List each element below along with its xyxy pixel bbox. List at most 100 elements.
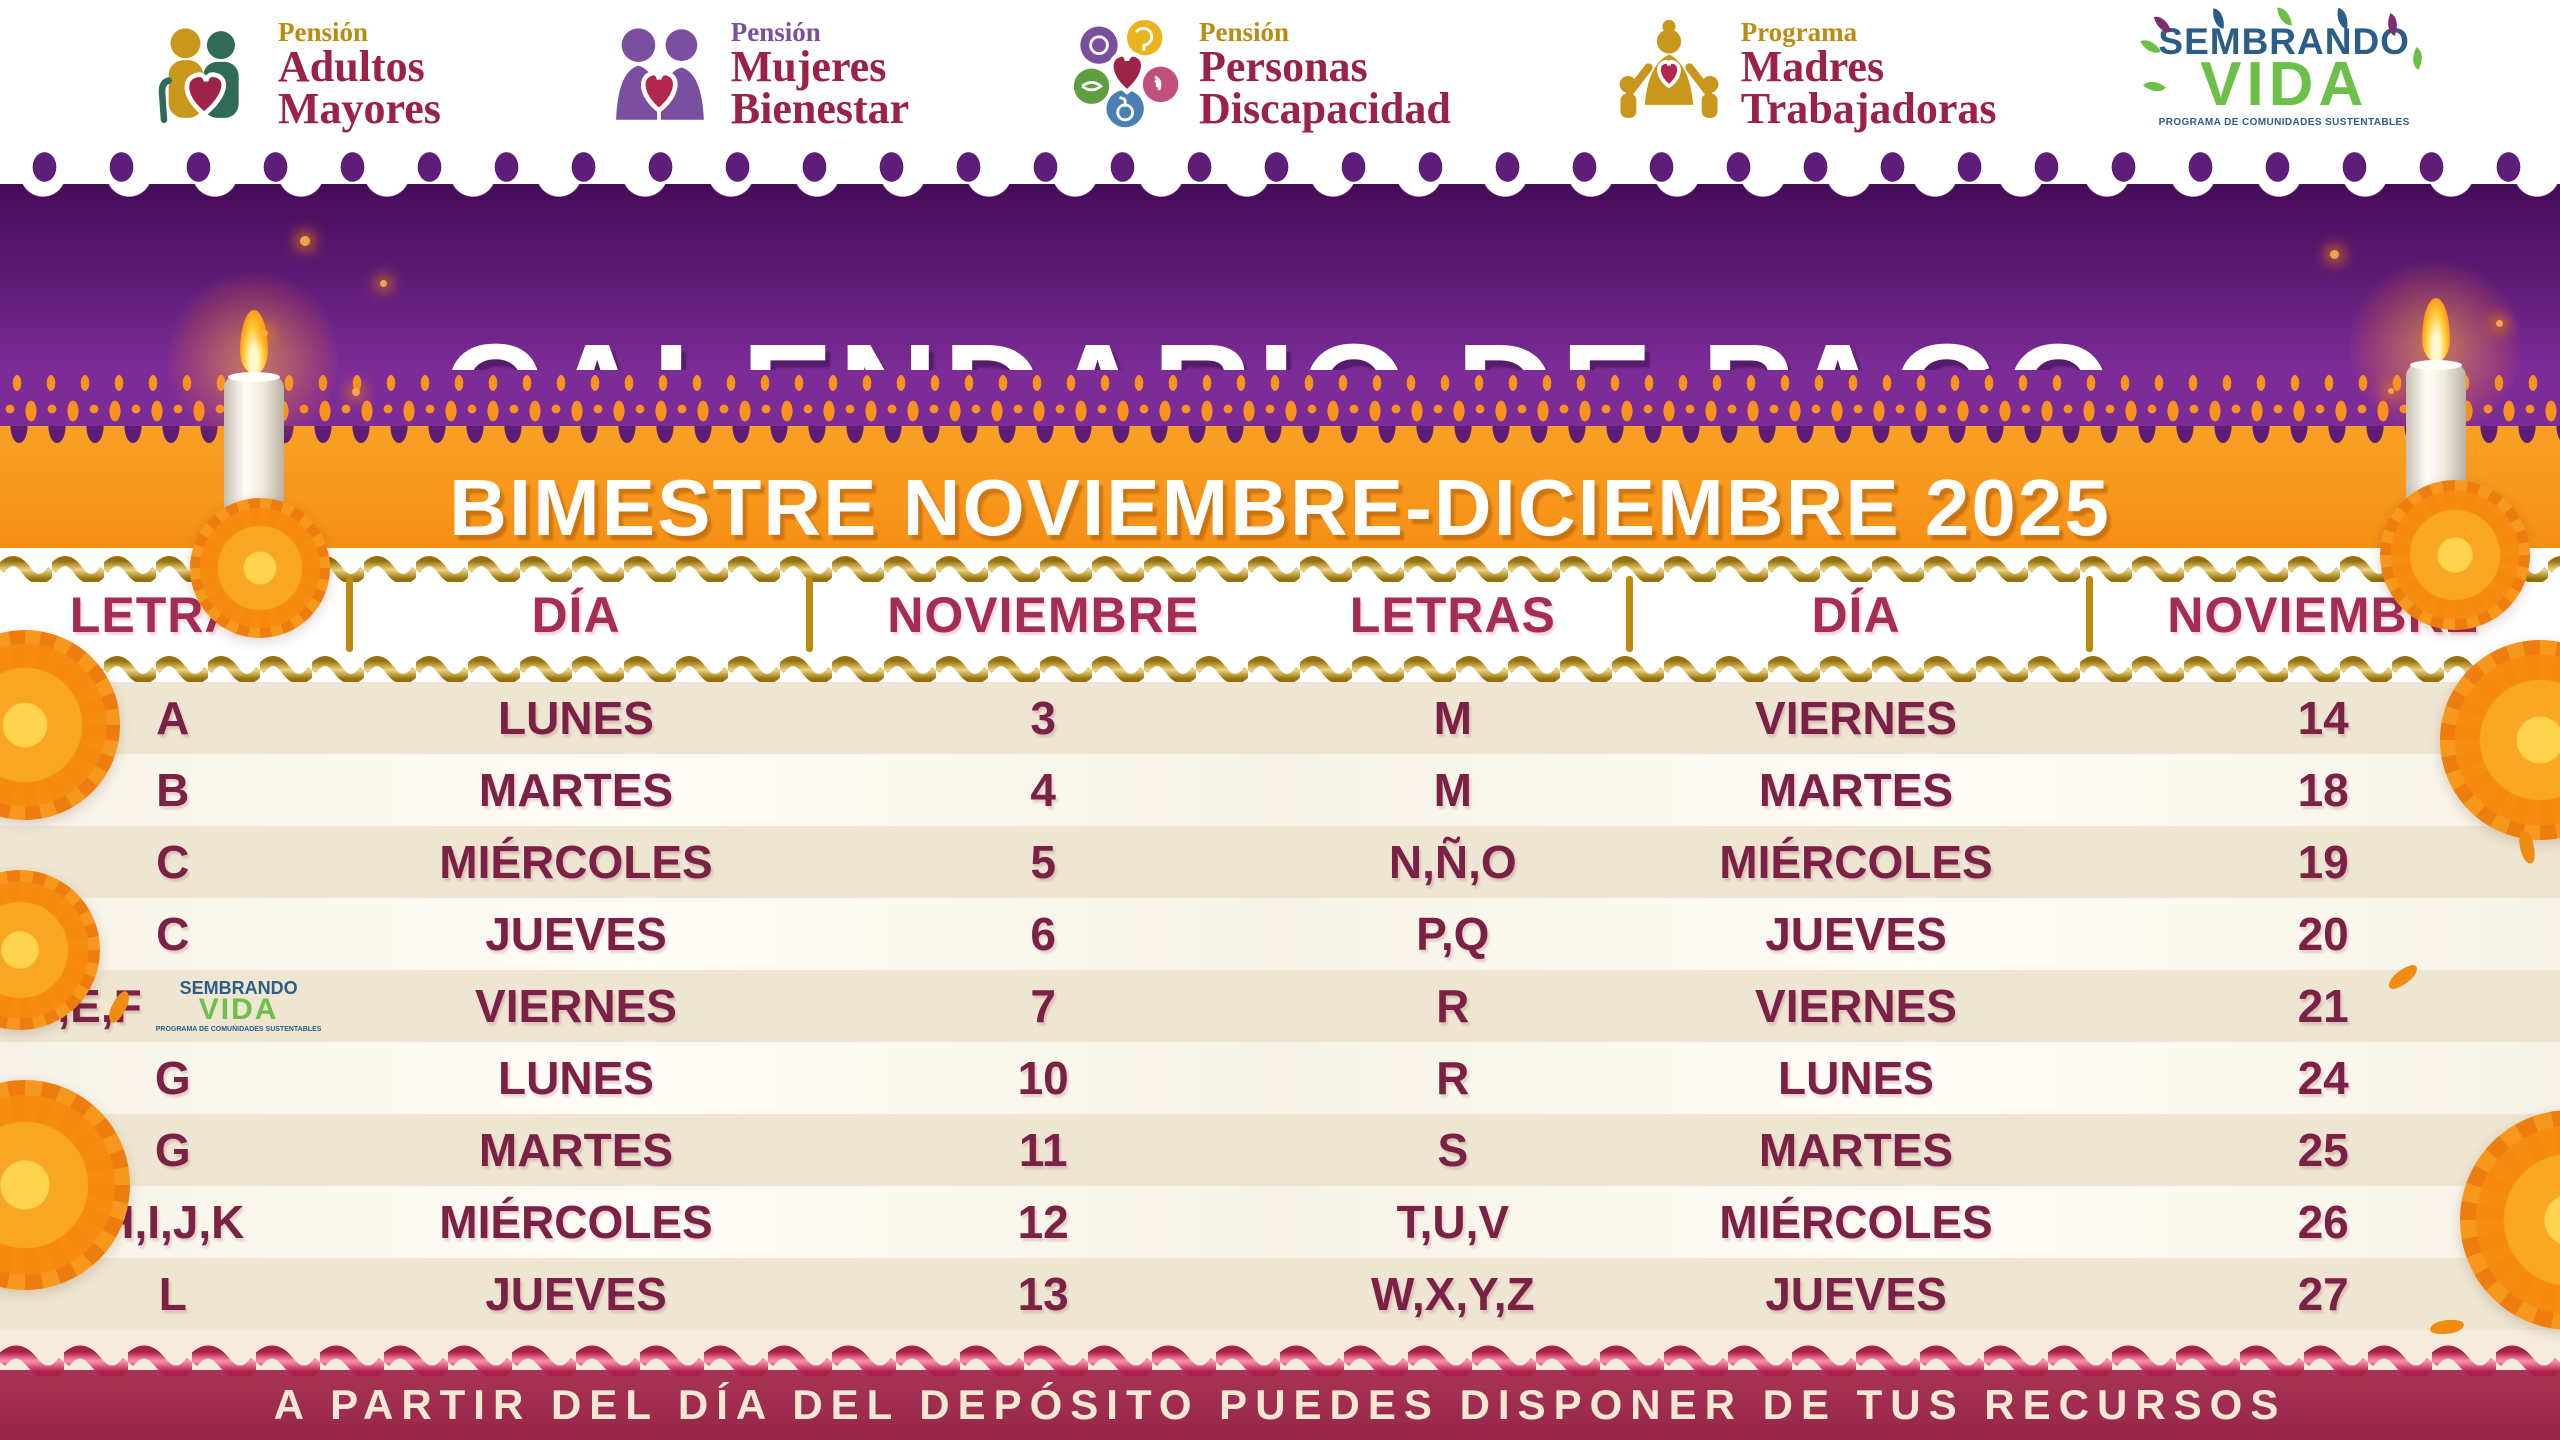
table-row: L JUEVES 13 [0,1258,1280,1330]
row-day: VIERNES [1755,980,1957,1032]
table-row: P,Q JUEVES 20 [1280,898,2560,970]
logo-name-line: Trabajadoras [1740,83,1997,133]
personas-discapacidad-icon [1073,19,1179,128]
table-row: N,Ñ,O MIÉRCOLES 19 [1280,826,2560,898]
spark-decoration [262,330,268,336]
row-date: 21 [2297,980,2349,1032]
row-letters-cell: A [0,691,346,745]
row-letters: L [158,1268,187,1320]
row-letters-cell: M [1280,691,1626,745]
row-date: 3 [1030,692,1056,744]
logo-name-line: Bienestar [730,83,910,133]
table-row: R VIERNES 21 [1280,970,2560,1042]
row-date: 10 [1017,1052,1069,1104]
col-header-day: DÍA [531,587,621,643]
sembrando-vida-mini-logo: SEMBRANDO VIDA PROGRAMA DE COMUNIDADES S… [155,978,322,1033]
logo-kicker: Pensión [1199,17,1290,48]
gold-divider [345,576,353,652]
subtitle-banner: BIMESTRE NOVIEMBRE-DICIEMBRE 2025 [0,426,2560,552]
row-day: MARTES [1758,1124,1954,1176]
row-letters-cell: R [1280,1051,1626,1105]
spark-decoration [352,388,360,396]
table-row: D,E,F SEMBRANDO VIDA PROGRAMA DE COMUNID… [0,970,1280,1042]
table-row: B MARTES 4 [0,754,1280,826]
spark-decoration [380,280,387,287]
gold-divider [1625,576,1633,652]
logo-name-line: Madres [1740,42,1885,92]
logo-pension-adultos-mayores: Pensión Adultos Mayores [150,19,441,131]
spark-decoration [2496,320,2503,327]
marigold-flower [190,498,330,638]
table-row: C JUEVES 6 [0,898,1280,970]
gold-ricrac-border [0,648,2560,682]
table-row: T,U,V MIÉRCOLES 26 [1280,1186,2560,1258]
adultos-mayores-icon [158,28,239,124]
vida-word: VIDA [2200,49,2369,119]
row-date: 4 [1030,764,1056,816]
bimonthly-subtitle: BIMESTRE NOVIEMBRE-DICIEMBRE 2025 [449,463,2111,552]
row-letters: C [156,908,190,960]
column-headers-left: LETRAS DÍA NOVIEMBRE [0,576,1280,652]
title-banner: CALENDARIO DE PAGO [0,183,2560,470]
row-day: MARTES [478,764,674,816]
sembrando-tagline: PROGRAMA DE COMUNIDADES SUSTENTABLES [2158,116,2410,128]
row-letters-cell: C [0,907,346,961]
row-letters-cell: M [1280,763,1626,817]
logo-name-line: Mujeres [730,42,887,92]
gold-divider [806,576,814,652]
row-day: MARTES [478,1124,674,1176]
row-date: 25 [2297,1124,2349,1176]
logo-pension-personas-discapacidad: Pensión Personas Discapacidad [1071,19,1451,131]
logo-kicker: Pensión [278,17,369,48]
logo-name-line: Discapacidad [1199,83,1451,133]
payment-table-right: M VIERNES 14 M MARTES 18 N,Ñ,O [1280,682,2560,1330]
leaf-icon [2143,74,2167,98]
row-letters: A [156,692,190,744]
row-date: 6 [1030,908,1056,960]
gold-ricrac-border [0,548,2560,582]
row-letters-cell: B [0,763,346,817]
payment-table-left: A LUNES 3 B MARTES 4 C [0,682,1280,1330]
col-header-month: NOVIEMBRE [887,587,1200,643]
row-day: VIERNES [1755,692,1957,744]
row-day: MIÉRCOLES [439,836,713,888]
row-date: 18 [2297,764,2349,816]
row-date: 20 [2297,908,2349,960]
table-row: G MARTES 11 [0,1114,1280,1186]
row-day: JUEVES [485,908,667,960]
row-day: JUEVES [485,1268,667,1320]
gold-divider [2086,576,2094,652]
row-date: 14 [2297,692,2349,744]
row-letters: M [1433,692,1472,744]
spark-decoration [300,236,310,246]
logo-name-line: Personas [1199,42,1368,92]
row-letters: N,Ñ,O [1388,836,1517,888]
col-header-day: DÍA [1811,587,1901,643]
row-letters-cell: N,Ñ,O [1280,835,1626,889]
row-letters: C [156,836,190,888]
leaf-icon [2407,46,2428,70]
table-row: C MIÉRCOLES 5 [0,826,1280,898]
mujeres-bienestar-icon [615,28,704,124]
logo-sembrando-vida: SEMBRANDO VIDA PROGRAMA DE COMUNIDADES S… [2140,5,2428,128]
program-logos-band: Pensión Adultos Mayores Pensión Mujeres … [0,0,2560,150]
logo-name-line: Mayores [278,83,441,133]
row-letters: P,Q [1416,908,1490,960]
table-row: M VIERNES 14 [1280,682,2560,754]
row-letters-cell: P,Q [1280,907,1626,961]
row-day: LUNES [498,1052,654,1104]
row-letters: R [1436,1052,1470,1104]
row-letters-cell: R [1280,979,1626,1033]
papel-picado-pattern [0,370,2560,426]
table-row: G LUNES 10 [0,1042,1280,1114]
scallop-edge [0,183,2560,217]
row-letters: T,U,V [1396,1196,1510,1248]
row-letters-cell: T,U,V [1280,1195,1626,1249]
row-day: JUEVES [1765,908,1947,960]
spark-decoration [2388,388,2394,394]
marigold-flower [2380,480,2530,630]
candle-flame [2422,298,2450,362]
row-letters: M [1433,764,1472,816]
row-letters: S [1437,1124,1469,1176]
row-date: 5 [1030,836,1056,888]
